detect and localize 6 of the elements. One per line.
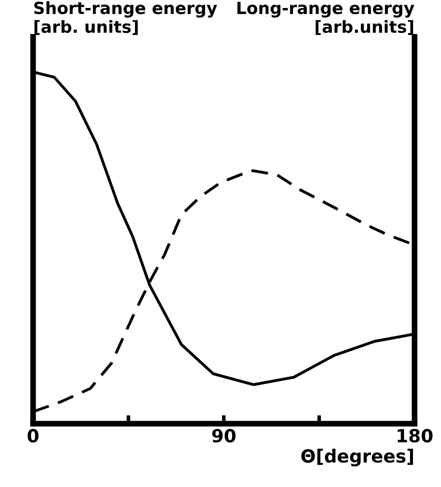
x-tick-label: 90	[212, 428, 236, 443]
x-axis-title: Θ[degrees]	[301, 448, 413, 466]
y-axis-title: Short-range energy [arb. units]	[34, 1, 218, 35]
x-tick-label: 0	[28, 428, 38, 443]
y2-axis-title: Long-range energy [arb.units]	[237, 2, 414, 35]
x-tick-label: 180	[398, 428, 433, 443]
